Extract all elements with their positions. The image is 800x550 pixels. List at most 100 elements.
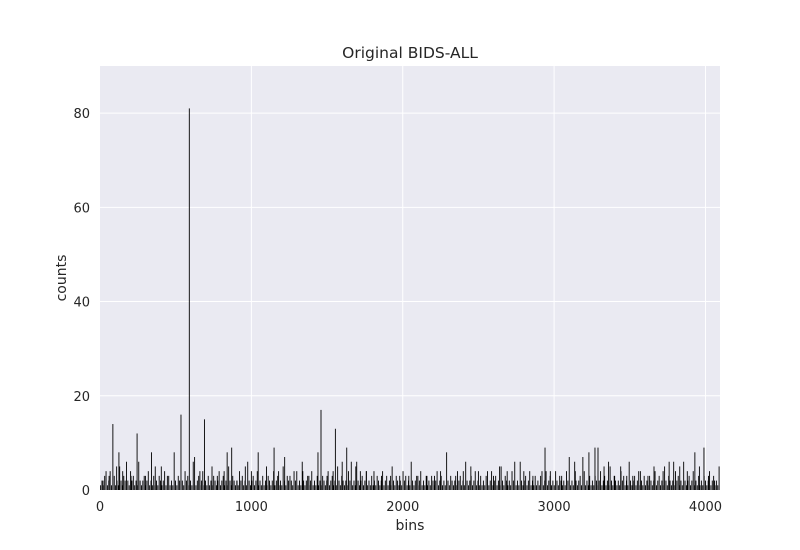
histogram-bar: [405, 475, 407, 490]
histogram-bar: [342, 480, 344, 490]
histogram-bar: [375, 485, 377, 490]
y-tick-label: 40: [73, 296, 90, 311]
histogram-bar: [124, 480, 126, 490]
histogram-bar: [364, 480, 366, 490]
histogram-bar: [665, 480, 667, 490]
histogram-bar: [395, 475, 397, 490]
histogram-bar: [369, 485, 371, 490]
histogram-bar: [495, 475, 497, 490]
histogram-bar: [461, 485, 463, 490]
histogram-bar: [426, 475, 428, 490]
histogram-bar: [382, 471, 384, 490]
histogram-bar: [130, 475, 132, 490]
histogram-bar: [635, 485, 637, 490]
histogram-bar: [213, 475, 215, 490]
histogram-bar: [601, 485, 603, 490]
histogram-bar: [536, 485, 537, 490]
histogram-bar: [334, 428, 336, 490]
histogram-bar: [521, 480, 523, 490]
histogram-bar: [250, 485, 251, 490]
histogram-bar: [616, 485, 618, 490]
histogram-bar: [474, 471, 476, 490]
histogram-bar: [590, 485, 592, 490]
histogram-bar: [192, 461, 194, 490]
histogram-bar: [338, 480, 340, 490]
histogram-bar: [327, 471, 329, 490]
histogram-bar: [478, 485, 480, 490]
histogram-bar: [561, 475, 563, 490]
histogram-bar: [383, 485, 385, 490]
histogram-bar: [504, 475, 506, 490]
histogram-bar: [517, 480, 518, 490]
histogram-bar: [718, 466, 720, 490]
histogram-bar: [226, 452, 228, 490]
histogram-bar: [244, 466, 246, 490]
histogram-bar: [190, 480, 191, 490]
histogram-bar: [183, 485, 185, 490]
histogram-bar: [289, 475, 291, 490]
histogram-bar: [442, 485, 443, 490]
histogram-bar: [132, 475, 134, 490]
histogram-bar: [215, 485, 217, 490]
histogram-bar: [346, 447, 348, 490]
histogram-bar: [631, 485, 633, 490]
histogram-bar: [222, 475, 224, 490]
histogram-bar: [484, 485, 486, 490]
histogram-bar: [564, 485, 566, 490]
histogram-bar: [218, 471, 220, 490]
histogram-bar: [466, 480, 468, 490]
histogram-bar: [711, 480, 713, 490]
histogram-bar: [457, 471, 458, 490]
histogram-bar: [489, 480, 491, 490]
histogram-bar: [421, 485, 423, 490]
histogram-bar: [611, 480, 612, 490]
histogram-bar: [446, 452, 448, 490]
histogram-bar: [604, 475, 606, 490]
y-tick-label: 20: [73, 390, 90, 405]
histogram-bar: [715, 480, 717, 490]
histogram-bar: [248, 480, 250, 490]
histogram-bar: [654, 471, 656, 490]
histogram-bar: [225, 480, 227, 490]
histogram-bar: [309, 480, 311, 490]
histogram-bar: [706, 485, 708, 490]
histogram-bar: [352, 485, 354, 490]
histogram-bar: [555, 471, 557, 490]
histogram-bar: [574, 471, 576, 490]
histogram-bar: [262, 475, 264, 490]
histogram-bar: [250, 471, 252, 490]
histogram-bar: [661, 480, 663, 490]
histogram-bar: [214, 480, 216, 490]
histogram-bar: [143, 475, 145, 490]
histogram-bar: [243, 485, 245, 490]
histogram-bar: [613, 475, 615, 490]
histogram-bar: [664, 466, 666, 490]
histogram-bar: [566, 471, 567, 490]
histogram-bar: [171, 480, 172, 490]
histogram-bar: [166, 475, 168, 490]
histogram-bar: [196, 480, 198, 490]
histogram-bar: [523, 471, 525, 490]
histogram-bar: [593, 485, 595, 490]
bars-group: [100, 108, 720, 491]
histogram-bar: [660, 485, 661, 490]
histogram-bar: [583, 471, 585, 490]
histogram-bar: [358, 485, 360, 490]
histogram-bar: [544, 447, 546, 490]
histogram-bar: [578, 480, 580, 490]
histogram-bar: [506, 480, 508, 490]
histogram-bar: [108, 475, 110, 490]
histogram-bar: [372, 485, 374, 490]
histogram-bar: [381, 475, 382, 490]
y-tick-label: 60: [73, 201, 90, 216]
histogram-bar: [632, 480, 634, 490]
histogram-bar: [553, 485, 555, 490]
histogram-bar: [105, 471, 107, 490]
histogram-bar: [195, 485, 197, 490]
y-tick-label: 0: [82, 484, 90, 499]
histogram-bar: [683, 461, 685, 490]
histogram-bar: [676, 480, 678, 490]
histogram-bar: [200, 480, 202, 490]
histogram-bar: [522, 485, 524, 490]
histogram-bar: [428, 480, 430, 490]
